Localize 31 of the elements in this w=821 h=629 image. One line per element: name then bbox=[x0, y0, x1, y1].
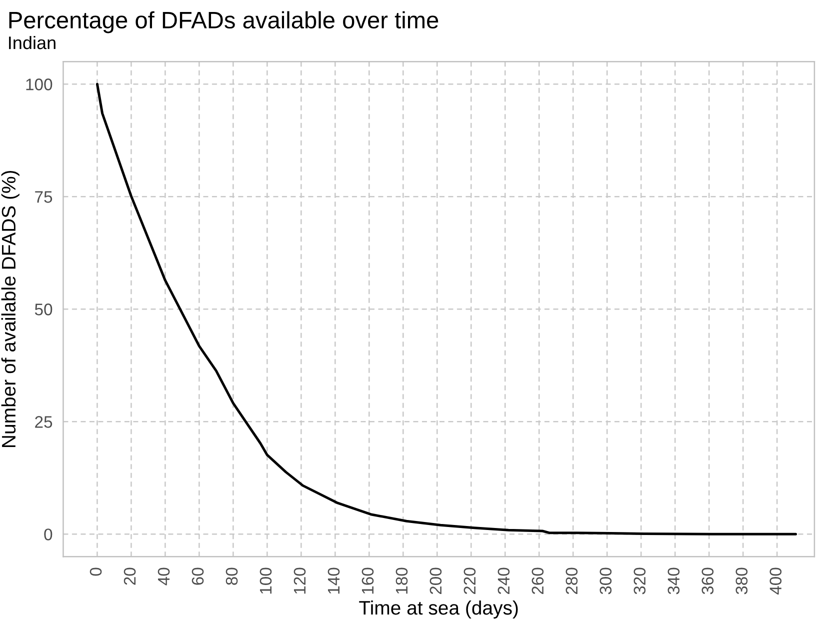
x-tick-label: 340 bbox=[668, 568, 680, 594]
x-axis-title: Time at sea (days) bbox=[359, 600, 518, 619]
y-tick-label: 50 bbox=[34, 304, 52, 316]
x-tick-label: 380 bbox=[736, 568, 748, 594]
x-tick-label: 400 bbox=[770, 568, 782, 595]
x-tick-label: 140 bbox=[328, 568, 340, 594]
x-tick-label: 40 bbox=[158, 568, 170, 586]
y-axis-title: Number of available DFADS (%) bbox=[1, 170, 20, 447]
x-tick-label: 120 bbox=[294, 568, 306, 594]
line-series bbox=[96, 82, 797, 536]
x-tick-label: 280 bbox=[566, 568, 578, 594]
x-tick-label: 260 bbox=[532, 568, 544, 594]
x-tick-label: 80 bbox=[226, 568, 238, 585]
x-tick-label: 200 bbox=[430, 568, 442, 594]
x-tick-label: 60 bbox=[192, 568, 204, 585]
x-tick-label: 300 bbox=[600, 568, 612, 594]
x-tick-label: 240 bbox=[498, 568, 510, 594]
y-tick-label: 75 bbox=[35, 191, 52, 203]
y-tick-label: 25 bbox=[35, 416, 52, 428]
chart-title: Percentage of DFADs available over time bbox=[9, 11, 438, 34]
x-tick-label: 0 bbox=[90, 568, 102, 576]
x-tick-label: 360 bbox=[702, 568, 714, 594]
x-tick-label: 100 bbox=[260, 568, 272, 594]
x-tick-label: 320 bbox=[634, 568, 646, 594]
x-tick-label: 220 bbox=[464, 568, 476, 594]
chart-subtitle: Indian bbox=[9, 36, 56, 50]
y-tick-label: 100 bbox=[26, 78, 52, 90]
x-tick-label: 20 bbox=[124, 568, 136, 585]
x-tick-label: 160 bbox=[362, 568, 374, 594]
x-tick-label: 180 bbox=[396, 568, 408, 594]
y-tick-label: 0 bbox=[44, 528, 52, 540]
